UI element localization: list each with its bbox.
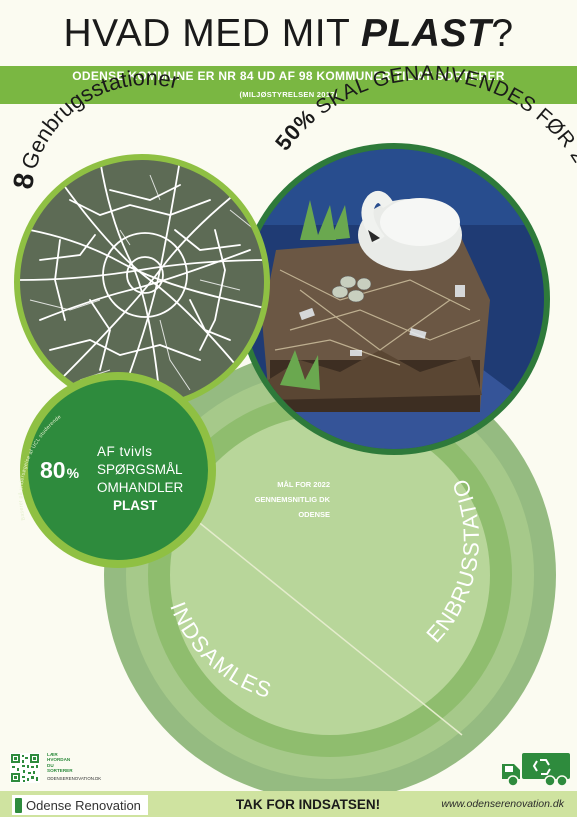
survey-line-2: SPØRGSMÅL xyxy=(97,462,183,477)
ranking-source: (MILJØSTYRELSEN 2017) xyxy=(239,90,338,99)
survey-inner-circle xyxy=(28,380,208,560)
qr-caption: LÆR HVORDAN DU SORTERER xyxy=(47,752,87,774)
qr-caption-line: LÆR xyxy=(47,752,58,757)
legend: MÅL FOR 2022 GENNEMSNITLIG DK ODENSE xyxy=(255,480,331,519)
legend-odense-label: ODENSE xyxy=(298,510,330,519)
survey-percent: 80% xyxy=(40,457,80,483)
qr-code-icon[interactable] xyxy=(10,753,40,783)
survey-line-4: PLAST xyxy=(113,498,158,513)
title-suffix: ? xyxy=(491,12,514,55)
ranking-statement: ODENSE KOMMUNE ER NR 84 UD AF 98 KOMMUNE… xyxy=(72,69,505,83)
title-prefix: HVAD MED MIT xyxy=(63,12,362,55)
inner-area xyxy=(170,415,490,735)
qr-url[interactable]: ODENSERENOVATION.DK xyxy=(47,776,102,781)
legend-denmark-label: GENNEMSNITLIG DK xyxy=(255,495,331,504)
survey-line-3: OMHANDLER xyxy=(97,480,184,495)
ranking-banner xyxy=(0,66,577,104)
garbage-truck-icon xyxy=(502,753,570,787)
legend-goal-label: MÅL FOR 2022 xyxy=(277,480,330,489)
company-logo[interactable]: Odense Renovation xyxy=(12,795,148,815)
page-title: HVAD MED MIT PLAST? xyxy=(0,12,577,56)
title-emphasis: PLAST xyxy=(361,12,492,55)
qr-caption-line: HVORDAN xyxy=(47,757,71,763)
thank-you-message: TAK FOR INDSATSEN! xyxy=(235,797,381,812)
pointer-line xyxy=(195,519,463,736)
company-name: Odense Renovation xyxy=(26,797,141,813)
qr-caption-line: SORTERER xyxy=(47,768,73,774)
ranking-banner-text: ODENSE KOMMUNE ER NR 84 UD AF 98 KOMMUNE… xyxy=(40,68,537,103)
recycle-icon xyxy=(532,759,551,775)
logo-mark-icon xyxy=(15,797,22,813)
survey-badge: Baseret på undersøgelse af UCL studerend… xyxy=(17,372,216,568)
survey-line-1: AF tvivls xyxy=(97,444,153,459)
swan-photo xyxy=(238,143,550,455)
stations-map: 8Genbrugsstationer xyxy=(7,65,270,410)
qr-caption-line: DU xyxy=(47,762,54,768)
website-link[interactable]: www.odenserenovation.dk xyxy=(441,798,564,810)
